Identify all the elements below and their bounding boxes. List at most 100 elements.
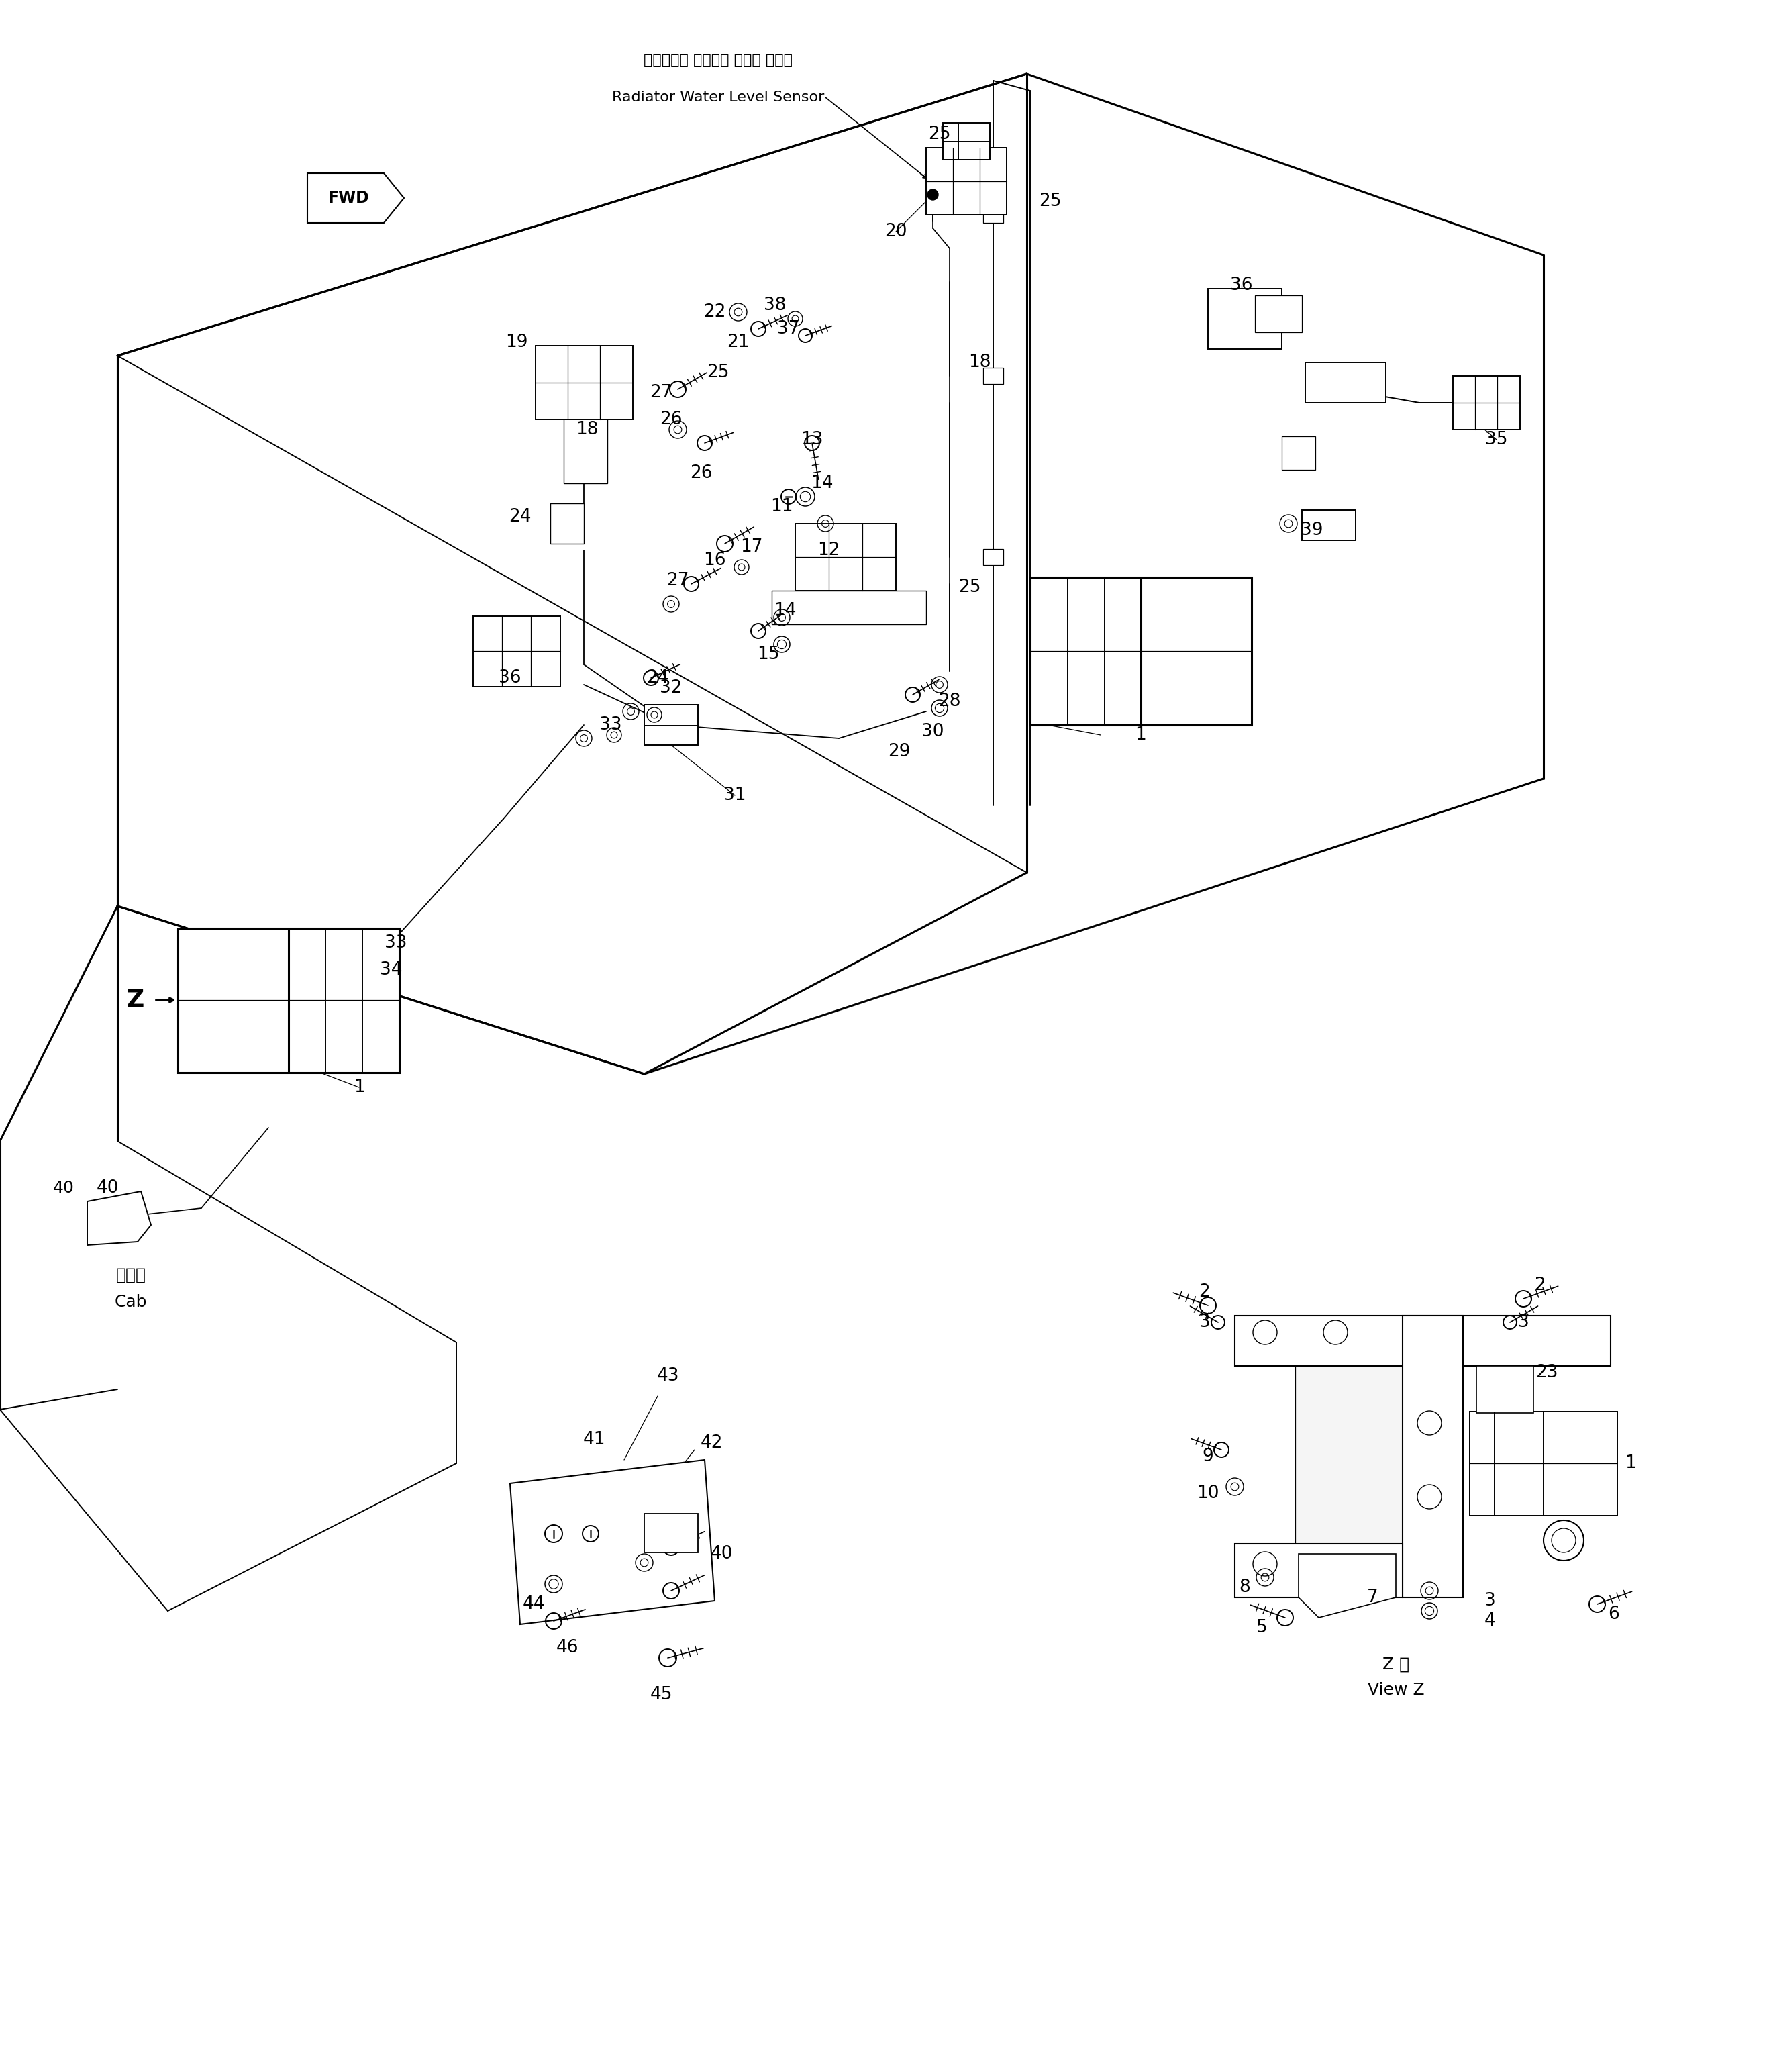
Bar [1235,1544,1403,1598]
Text: 36: 36 [1229,276,1252,294]
Text: 24: 24 [509,508,531,526]
Bar [984,369,1003,383]
Text: キャブ: キャブ [115,1268,147,1283]
Text: 13: 13 [801,431,823,448]
Text: Z: Z [127,988,145,1011]
Bar [1030,578,1252,725]
Text: 45: 45 [649,1687,672,1703]
Text: 36: 36 [499,669,522,686]
Polygon shape [87,1191,150,1245]
Text: 8: 8 [1240,1579,1251,1595]
Text: 41: 41 [582,1432,605,1448]
Text: 12: 12 [817,541,840,559]
Text: 7: 7 [1367,1589,1378,1606]
Bar [984,207,1003,224]
Bar [1403,1316,1463,1598]
Text: 18: 18 [969,354,991,371]
Text: 29: 29 [888,744,911,760]
Bar [943,122,991,160]
Text: 43: 43 [656,1368,679,1384]
Bar [1477,1365,1534,1413]
Text: 33: 33 [384,934,407,951]
Text: 40: 40 [96,1179,119,1198]
Bar [771,591,927,624]
Text: 1: 1 [1136,727,1146,744]
Bar [1302,510,1355,541]
Text: Cab: Cab [115,1295,147,1310]
Text: 1: 1 [1626,1455,1636,1471]
Bar [1452,375,1520,429]
Text: 3: 3 [1484,1591,1495,1610]
Text: 26: 26 [690,464,713,483]
Text: 5: 5 [1256,1618,1267,1637]
Text: 35: 35 [1486,431,1507,448]
Text: View Z: View Z [1367,1682,1424,1699]
Bar [1235,1316,1610,1365]
Bar [564,402,607,483]
Text: 24: 24 [646,669,669,686]
Bar [796,524,895,591]
Bar [984,549,1003,566]
Bar [927,147,1007,215]
Text: 27: 27 [667,572,690,588]
Text: 16: 16 [704,551,725,570]
Text: ラジエータ ウォータ レベル センサ: ラジエータ ウォータ レベル センサ [644,54,793,66]
Text: 27: 27 [649,383,672,402]
Text: 25: 25 [708,365,729,381]
Text: 3: 3 [1518,1314,1528,1330]
Text: 14: 14 [810,474,833,491]
Text: 42: 42 [701,1434,722,1452]
Bar [472,615,561,686]
Text: 10: 10 [1196,1486,1219,1502]
Circle shape [927,189,938,201]
Text: 25: 25 [929,126,950,143]
Bar [1254,296,1302,332]
Bar [644,704,699,746]
Text: 17: 17 [741,539,762,555]
Text: 14: 14 [775,603,796,620]
Bar [1295,1365,1403,1544]
Bar [644,1513,699,1552]
Bar [550,503,584,543]
Text: 44: 44 [522,1595,545,1612]
Bar [1208,288,1283,348]
Polygon shape [308,174,403,224]
Bar [1306,363,1385,402]
Polygon shape [1298,1554,1396,1618]
Text: 23: 23 [1535,1363,1558,1382]
Text: 26: 26 [660,410,683,429]
Text: 18: 18 [577,421,598,439]
Text: 2: 2 [1199,1283,1210,1301]
Text: FWD: FWD [329,191,370,205]
Text: 25: 25 [1038,193,1061,209]
Bar [179,928,400,1073]
Text: 33: 33 [600,717,623,733]
Text: 37: 37 [777,321,800,338]
Text: 34: 34 [380,961,403,978]
Text: Z 視: Z 視 [1382,1656,1410,1672]
Bar [1283,437,1316,470]
Text: 1: 1 [354,1080,364,1096]
Text: 25: 25 [959,578,982,597]
Text: 2: 2 [1534,1276,1546,1295]
Text: 30: 30 [922,723,945,740]
Text: Radiator Water Level Sensor: Radiator Water Level Sensor [612,91,824,104]
Text: 21: 21 [727,334,750,350]
Text: 32: 32 [660,680,683,696]
Text: 28: 28 [938,692,961,711]
Text: 20: 20 [884,224,907,240]
Text: 4: 4 [1484,1612,1495,1631]
Text: 9: 9 [1203,1448,1214,1465]
Bar [536,346,633,419]
Text: 19: 19 [506,334,527,350]
Bar [1470,1411,1617,1515]
Text: 22: 22 [704,303,725,321]
Text: 40: 40 [709,1546,732,1562]
Text: 46: 46 [555,1639,578,1656]
Text: 15: 15 [757,646,780,663]
Text: 40: 40 [53,1179,74,1196]
Text: 31: 31 [724,787,747,804]
Text: 38: 38 [764,296,787,315]
Text: 6: 6 [1608,1606,1620,1622]
Text: 39: 39 [1300,522,1323,539]
